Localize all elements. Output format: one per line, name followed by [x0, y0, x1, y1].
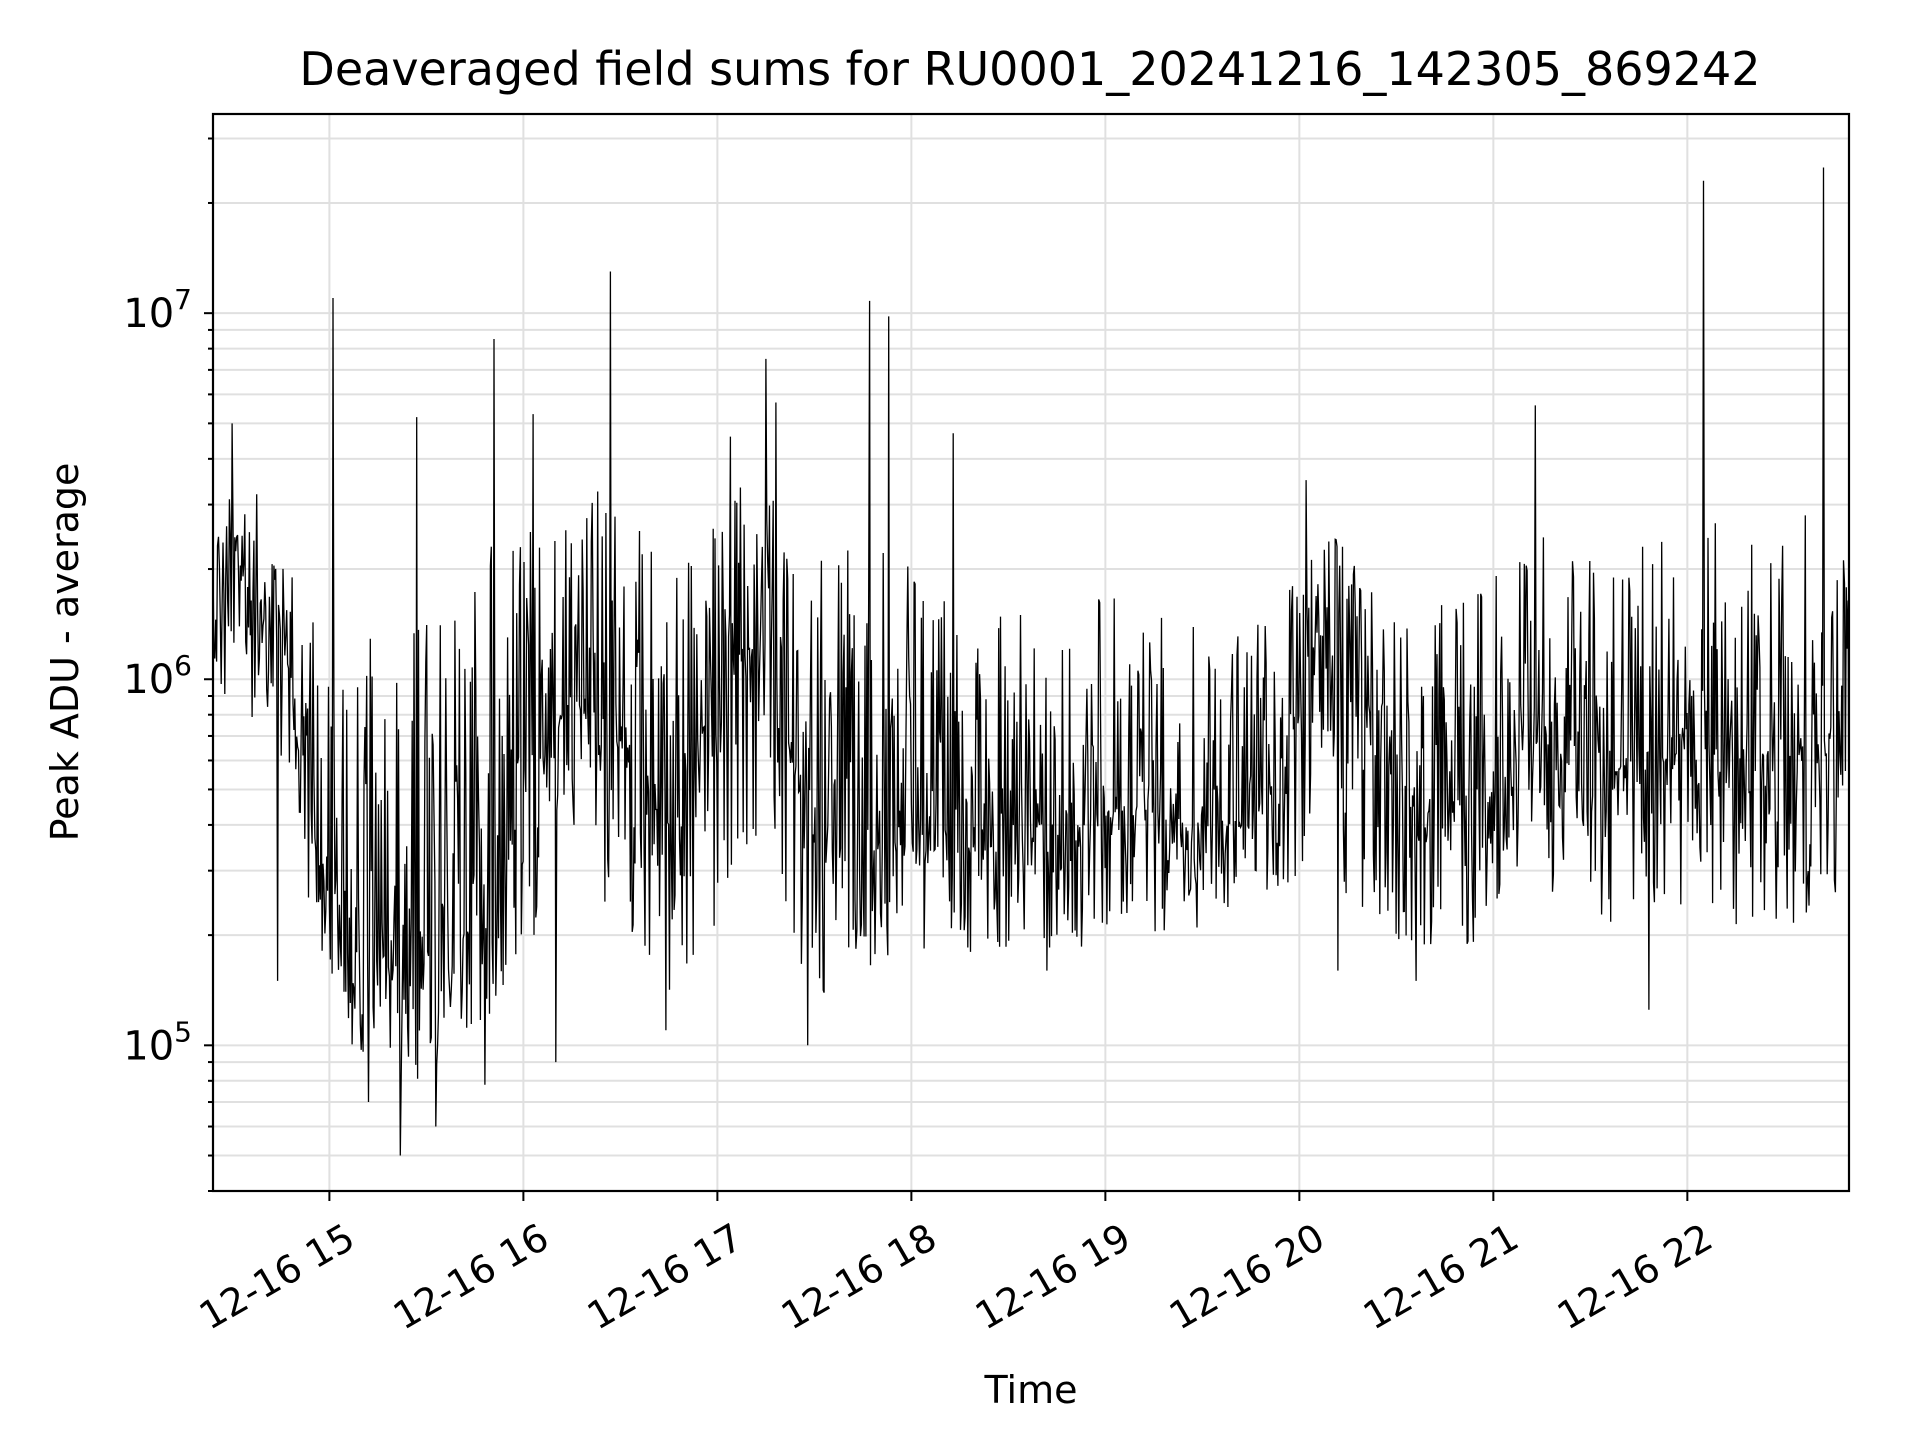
x-axis-label: Time — [984, 1368, 1078, 1412]
series-line — [212, 167, 1850, 1156]
series — [212, 167, 1850, 1156]
y-tick-label: 105 — [123, 1015, 192, 1069]
grid — [213, 114, 1849, 1192]
y-ticks: 105 106 107 — [123, 137, 213, 1192]
x-tick-label: 12-16 20 — [1162, 1215, 1332, 1339]
x-tick-label: 12-16 16 — [386, 1215, 556, 1339]
y-tick-label: 107 — [123, 283, 192, 337]
x-tick-label: 12-16 15 — [192, 1215, 362, 1339]
plot-frame — [211, 112, 1851, 1193]
x-tick-label: 12-16 18 — [774, 1215, 944, 1339]
x-tick-label: 12-16 17 — [580, 1215, 750, 1339]
x-tick-label: 12-16 22 — [1550, 1215, 1720, 1339]
x-ticks: 12-16 15 12-16 16 12-16 17 12-16 18 12-16 19… — [192, 1191, 1720, 1338]
x-tick-label: 12-16 19 — [968, 1215, 1138, 1339]
y-axis-label: Peak ADU - average — [43, 463, 87, 842]
y-tick-label: 106 — [123, 649, 192, 703]
chart-title: Deaveraged field sums for RU0001_2024121… — [299, 42, 1760, 96]
x-tick-label: 12-16 21 — [1356, 1215, 1526, 1339]
